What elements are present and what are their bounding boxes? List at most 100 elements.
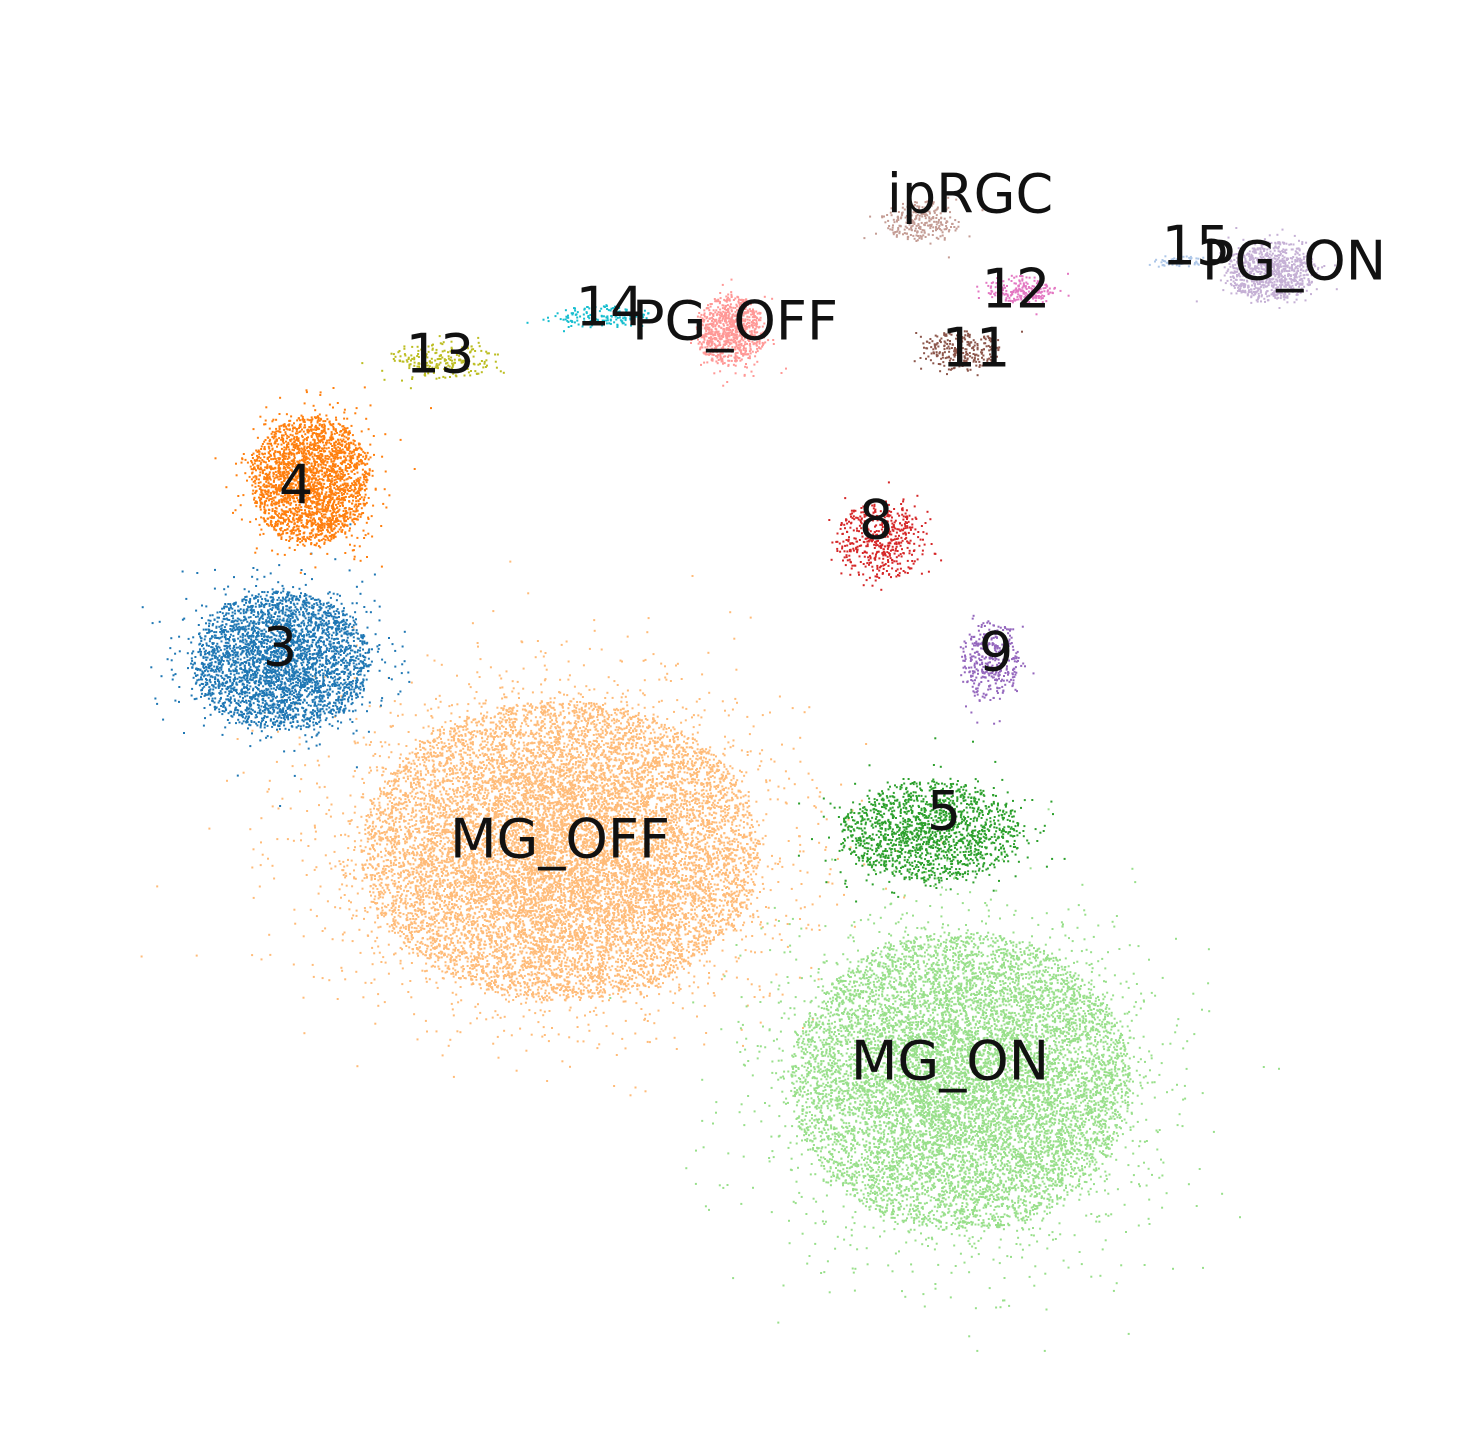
point <box>457 942 459 944</box>
point <box>470 961 472 963</box>
point <box>627 974 629 976</box>
point <box>426 871 428 873</box>
point <box>340 834 342 836</box>
point <box>449 733 451 735</box>
point <box>589 943 591 945</box>
point <box>346 885 348 887</box>
point <box>434 779 436 781</box>
point <box>620 709 622 711</box>
point <box>360 952 362 954</box>
point <box>603 737 605 739</box>
point <box>543 914 545 916</box>
point <box>451 780 453 782</box>
point <box>389 785 391 787</box>
point <box>596 737 598 739</box>
point <box>654 745 656 747</box>
point <box>595 969 597 971</box>
point <box>526 790 528 792</box>
point <box>563 729 565 731</box>
point <box>369 744 371 746</box>
point <box>367 867 369 869</box>
point <box>501 733 503 735</box>
point <box>564 923 566 925</box>
point <box>488 977 490 979</box>
point <box>646 631 648 633</box>
point <box>645 1090 647 1092</box>
point <box>520 900 522 902</box>
point <box>599 982 601 984</box>
point <box>435 914 437 916</box>
point <box>364 877 366 879</box>
point <box>627 690 629 692</box>
point <box>542 965 544 967</box>
point <box>673 737 675 739</box>
point <box>584 944 586 946</box>
point <box>656 922 658 924</box>
point <box>404 798 406 800</box>
point <box>635 902 637 904</box>
point <box>585 893 587 895</box>
point <box>593 748 595 750</box>
point <box>300 778 302 780</box>
point <box>455 742 457 744</box>
point <box>564 799 566 801</box>
point <box>698 922 700 924</box>
point <box>414 768 416 770</box>
point <box>626 795 628 797</box>
point <box>470 898 472 900</box>
point <box>675 919 677 921</box>
point <box>462 886 464 888</box>
point <box>640 1008 642 1010</box>
point <box>604 922 606 924</box>
point <box>760 1022 762 1024</box>
point <box>615 776 617 778</box>
point <box>500 736 502 738</box>
point <box>522 688 524 690</box>
point <box>293 840 295 842</box>
point <box>636 910 638 912</box>
point <box>706 824 708 826</box>
point <box>619 936 621 938</box>
point <box>579 727 581 729</box>
point <box>829 873 831 875</box>
point <box>705 927 707 929</box>
point <box>486 989 488 991</box>
point <box>752 881 754 883</box>
point <box>584 899 586 901</box>
point <box>433 916 435 918</box>
point <box>579 968 581 970</box>
point <box>545 750 547 752</box>
point <box>582 927 584 929</box>
point <box>528 735 530 737</box>
point <box>561 644 563 646</box>
point <box>350 901 352 903</box>
point <box>595 784 597 786</box>
point <box>459 908 461 910</box>
point <box>450 712 452 714</box>
point <box>577 721 579 723</box>
point <box>606 692 608 694</box>
point <box>421 756 423 758</box>
point <box>739 892 741 894</box>
point <box>715 893 717 895</box>
point <box>303 935 305 937</box>
point <box>453 791 455 793</box>
point <box>692 755 694 757</box>
point <box>649 899 651 901</box>
point <box>742 924 744 926</box>
point <box>631 913 633 915</box>
point <box>474 880 476 882</box>
point <box>692 806 694 808</box>
point <box>435 835 437 837</box>
point <box>390 836 392 838</box>
point <box>617 993 619 995</box>
point <box>413 868 415 870</box>
point <box>476 730 478 732</box>
point <box>658 727 660 729</box>
point <box>708 937 710 939</box>
point <box>518 792 520 794</box>
point <box>569 1066 571 1068</box>
point <box>658 1010 660 1012</box>
point <box>403 816 405 818</box>
point <box>452 798 454 800</box>
